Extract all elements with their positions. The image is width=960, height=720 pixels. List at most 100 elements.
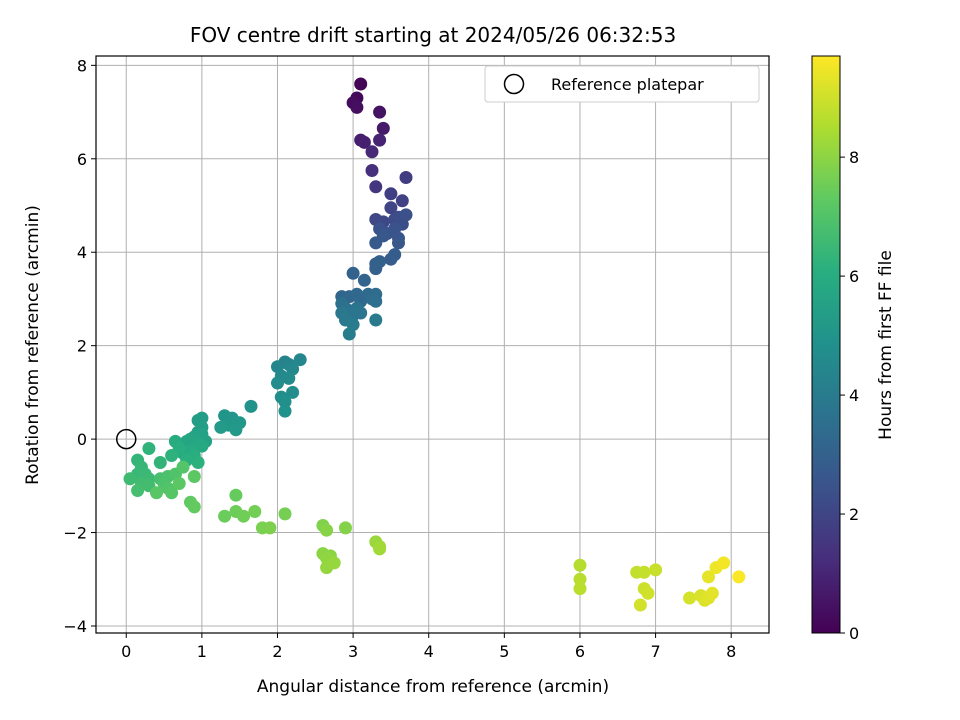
data-point (365, 164, 379, 177)
data-point (131, 484, 145, 497)
data-point (327, 556, 341, 570)
data-point (229, 488, 243, 502)
data-point (187, 500, 201, 514)
data-point (123, 472, 137, 486)
data-point (702, 570, 715, 584)
data-point (342, 327, 356, 341)
data-point (320, 523, 334, 537)
data-point (229, 423, 243, 437)
data-point (244, 399, 258, 413)
data-point (392, 236, 405, 250)
data-point (633, 598, 647, 612)
legend-box (484, 65, 760, 103)
x-tick-label: 5 (499, 642, 509, 661)
data-point (705, 586, 719, 600)
data-point (369, 313, 383, 327)
data-point (357, 135, 371, 149)
data-point (399, 208, 413, 222)
legend-marker (503, 73, 525, 95)
data-point (369, 294, 383, 308)
data-points (123, 77, 746, 612)
data-point (573, 558, 587, 572)
data-point (293, 353, 307, 367)
data-point (187, 470, 201, 483)
y-tick-label: 4 (77, 243, 87, 262)
data-point (172, 477, 186, 490)
data-point (373, 542, 387, 556)
x-tick-label: 4 (424, 642, 434, 661)
data-point (263, 521, 277, 535)
data-point (369, 236, 383, 250)
data-point (365, 145, 379, 159)
reference-marker-group (115, 428, 137, 450)
x-tick-label: 1 (197, 642, 207, 661)
colorbar-tick-label: 2 (849, 505, 859, 524)
data-point (150, 486, 163, 500)
legend-label: Reference platepar (551, 75, 704, 94)
data-point (384, 187, 398, 201)
x-axis-ticks: 0 1 2 3 4 5 6 7 8 (121, 633, 736, 661)
data-point (732, 570, 746, 584)
colorbar-ticks: 0 2 4 6 8 (840, 148, 859, 643)
y-tick-label: −2 (63, 524, 87, 543)
y-tick-label: 2 (77, 337, 87, 356)
data-point (641, 586, 655, 600)
data-point (637, 565, 651, 579)
data-point (278, 404, 292, 418)
y-axis-ticks: −4 −2 0 2 4 6 8 (63, 56, 96, 636)
data-point (176, 460, 190, 474)
x-tick-label: 0 (121, 642, 131, 661)
data-point (373, 133, 387, 147)
data-point (339, 521, 352, 535)
data-point (278, 507, 292, 521)
x-axis-label: Angular distance from reference (arcmin) (257, 677, 609, 697)
x-tick-label: 7 (650, 642, 660, 661)
data-point (373, 105, 387, 119)
data-point (573, 572, 587, 586)
data-point (165, 449, 179, 462)
data-point (153, 456, 167, 469)
data-point (384, 252, 398, 266)
data-point (683, 591, 697, 605)
data-point (376, 121, 390, 135)
y-tick-label: −4 (63, 617, 87, 636)
data-point (237, 509, 250, 523)
data-point (384, 201, 398, 215)
data-point (286, 385, 300, 399)
x-tick-label: 3 (348, 642, 358, 661)
grid (96, 56, 769, 633)
y-axis-label: Rotation from reference (arcmin) (23, 205, 43, 485)
data-point (395, 194, 409, 208)
colorbar-gradient (811, 55, 841, 634)
data-point (350, 100, 364, 114)
data-point (218, 509, 232, 523)
data-point (142, 442, 156, 455)
data-point (195, 439, 209, 453)
data-point (573, 582, 587, 596)
legend: Reference platepar (484, 65, 760, 103)
data-point (354, 306, 368, 320)
data-point (271, 376, 284, 390)
data-point (373, 255, 387, 269)
data-point (165, 486, 179, 500)
colorbar-tick-label: 6 (849, 267, 859, 286)
colorbar-tick-label: 0 (849, 624, 859, 643)
x-tick-label: 8 (726, 642, 736, 661)
y-tick-label: 6 (77, 150, 87, 169)
data-point (717, 556, 731, 570)
y-tick-label: 8 (77, 56, 87, 75)
data-point (399, 171, 413, 184)
data-point (282, 371, 296, 385)
data-point (354, 77, 368, 91)
data-point (649, 563, 663, 577)
data-point (248, 505, 262, 518)
reference-platepar-marker (115, 428, 137, 450)
colorbar-tick-label: 8 (849, 148, 859, 167)
data-point (191, 456, 205, 469)
plot-frame (95, 55, 770, 634)
data-point (278, 395, 292, 409)
x-tick-label: 2 (272, 642, 282, 661)
chart-title: FOV centre drift starting at 2024/05/26 … (190, 23, 676, 47)
x-tick-label: 6 (575, 642, 585, 661)
